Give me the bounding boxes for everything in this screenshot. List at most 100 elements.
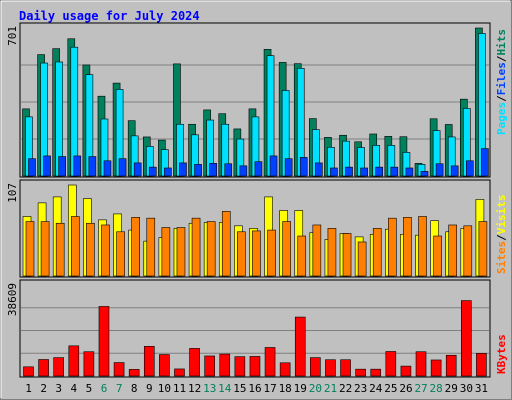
x-tick-label: 11 — [173, 382, 186, 395]
x-tick-label: 7 — [116, 382, 123, 395]
bar-sites-day-19 — [297, 235, 307, 277]
bar-sites-day-7 — [116, 231, 125, 277]
x-tick-label: 2 — [40, 382, 47, 395]
x-tick-label: 8 — [131, 382, 138, 395]
bar-sites-day-22 — [342, 233, 352, 277]
bar-kbytes-day-15 — [234, 356, 246, 377]
bar-pages-day-2 — [43, 155, 51, 177]
x-tick-label: 9 — [146, 382, 153, 395]
legend-sep-2: / — [495, 55, 508, 62]
legend-sep-1: / — [495, 95, 508, 102]
bar-pages-day-12 — [194, 164, 202, 177]
bar-sites-day-24 — [372, 228, 382, 277]
x-tick-label: 23 — [354, 382, 367, 395]
bar-pages-day-14 — [224, 163, 233, 177]
bar-sites-day-28 — [433, 235, 442, 277]
bar-pages-day-25 — [390, 166, 399, 177]
bar-pages-day-8 — [133, 162, 142, 177]
x-tick-label: 29 — [445, 382, 458, 395]
legend-files: Files — [495, 62, 508, 95]
bar-pages-day-4 — [73, 155, 82, 177]
x-tick-label: 28 — [430, 382, 443, 395]
bar-sites-day-31 — [478, 221, 488, 277]
x-tick-label: 18 — [279, 382, 292, 395]
x-tick-label: 21 — [324, 382, 337, 395]
x-tick-label: 1 — [25, 382, 32, 395]
x-tick-label: 12 — [188, 382, 201, 395]
chart-title: Daily usage for July 2024 — [19, 9, 200, 23]
bar-pages-day-20 — [315, 162, 323, 177]
bar-kbytes-day-29 — [445, 354, 457, 377]
bar-kbytes-day-14 — [219, 353, 231, 377]
visits-legend: Sites/Visits — [495, 195, 508, 275]
bar-kbytes-day-18 — [279, 362, 291, 377]
bar-kbytes-day-13 — [204, 355, 215, 377]
bar-pages-day-16 — [254, 161, 263, 177]
bar-pages-day-9 — [148, 166, 157, 177]
bar-kbytes-day-26 — [400, 365, 412, 377]
bar-pages-day-29 — [450, 165, 459, 177]
x-tick-label: 15 — [233, 382, 246, 395]
bar-sites-day-12 — [191, 217, 201, 277]
bar-pages-day-1 — [28, 158, 36, 177]
bar-kbytes-day-11 — [174, 368, 185, 377]
x-tick-label: 31 — [475, 382, 488, 395]
bar-kbytes-day-6 — [98, 306, 110, 377]
bar-sites-day-30 — [463, 225, 473, 277]
bar-kbytes-day-1 — [23, 366, 34, 377]
bar-sites-day-3 — [55, 222, 65, 277]
legend-visits: Visits — [495, 195, 508, 235]
x-tick-label: 20 — [309, 382, 322, 395]
kbytes-legend: KBytes — [495, 334, 508, 374]
bar-pages-day-31 — [481, 148, 489, 177]
x-tick-label: 5 — [86, 382, 93, 395]
bar-kbytes-day-7 — [113, 362, 125, 377]
bar-sites-day-2 — [40, 221, 50, 277]
bar-sites-day-10 — [161, 227, 171, 277]
bar-pages-day-27 — [420, 171, 429, 177]
bar-kbytes-day-8 — [128, 369, 140, 377]
bar-sites-day-6 — [101, 224, 110, 277]
kbytes-max-label: 38609 — [6, 283, 19, 316]
bar-sites-day-16 — [252, 230, 261, 277]
bar-sites-day-14 — [221, 211, 231, 277]
x-tick-label: 27 — [414, 382, 427, 395]
bar-pages-day-17 — [269, 155, 278, 177]
bar-kbytes-day-24 — [370, 368, 382, 377]
hits-legend: Pages/Files/Hits — [495, 29, 508, 135]
bar-sites-day-1 — [25, 221, 35, 277]
legend-sep-3: / — [495, 234, 508, 241]
bar-pages-day-26 — [405, 167, 414, 177]
panel-2-marks — [21, 300, 489, 377]
bar-pages-day-10 — [164, 167, 172, 177]
bar-pages-day-6 — [103, 160, 112, 177]
bar-pages-day-19 — [299, 157, 308, 177]
bar-pages-day-28 — [435, 163, 444, 177]
bar-pages-day-24 — [375, 166, 384, 177]
x-tick-label: 3 — [55, 382, 62, 395]
bar-kbytes-day-19 — [294, 316, 306, 377]
bar-kbytes-day-17 — [264, 347, 276, 377]
bar-pages-day-30 — [466, 160, 474, 177]
bar-kbytes-day-25 — [385, 351, 397, 377]
legend-pages: Pages — [495, 102, 508, 135]
bar-sites-day-17 — [267, 229, 276, 277]
bar-sites-day-27 — [418, 216, 427, 277]
bar-sites-day-29 — [448, 224, 458, 277]
x-tick-label: 14 — [218, 382, 232, 395]
bar-kbytes-day-9 — [143, 346, 155, 377]
bar-kbytes-day-16 — [249, 356, 261, 377]
bar-sites-day-20 — [312, 224, 322, 277]
bar-sites-day-9 — [146, 217, 156, 277]
bar-sites-day-25 — [388, 217, 397, 277]
visits-max-label: 107 — [6, 183, 19, 203]
x-tick-label: 24 — [369, 382, 383, 395]
bar-kbytes-day-21 — [325, 359, 336, 377]
bar-sites-day-15 — [237, 231, 246, 277]
x-tick-label: 10 — [158, 382, 171, 395]
bar-kbytes-day-4 — [68, 345, 80, 377]
bar-pages-day-21 — [330, 167, 338, 177]
bar-sites-day-8 — [131, 217, 140, 277]
bar-kbytes-day-3 — [53, 357, 64, 377]
